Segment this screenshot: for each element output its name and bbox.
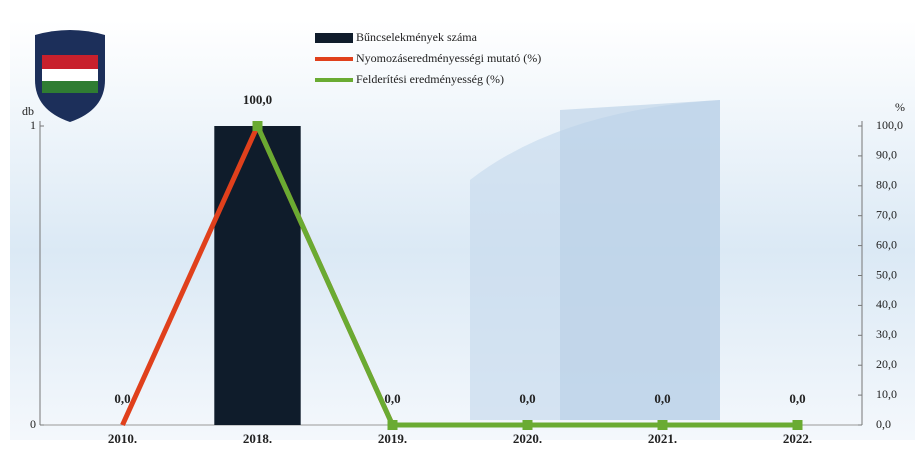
data-label: 0,0 <box>519 391 535 406</box>
x-tick-label: 2010. <box>108 431 137 446</box>
x-tick-label: 2019. <box>378 431 407 446</box>
y-tick-label: 1 <box>30 118 36 132</box>
data-label: 0,0 <box>654 391 670 406</box>
data-label: 0,0 <box>384 391 400 406</box>
x-tick-label: 2021. <box>648 431 677 446</box>
legend-label: Felderítési eredményesség (%) <box>356 72 504 86</box>
line-marker <box>793 420 803 430</box>
y2-tick-label: 80,0 <box>876 178 897 192</box>
y2-axis-label: % <box>895 100 905 114</box>
y2-tick-label: 30,0 <box>876 327 897 341</box>
legend-label: Nyomozáseredményességi mutató (%) <box>356 51 541 65</box>
y2-tick-label: 90,0 <box>876 148 897 162</box>
x-tick-label: 2018. <box>243 431 272 446</box>
y2-tick-label: 20,0 <box>876 357 897 371</box>
x-tick-label: 2020. <box>513 431 542 446</box>
y2-tick-label: 50,0 <box>876 267 897 281</box>
line-marker <box>253 121 263 131</box>
bar <box>214 126 300 425</box>
line-marker <box>658 420 668 430</box>
data-label: 0,0 <box>114 391 130 406</box>
y2-tick-label: 70,0 <box>876 207 897 221</box>
chart: Bűncselekmények száma Nyomozáseredményess… <box>0 0 917 469</box>
y2-tick-label: 0,0 <box>876 417 891 431</box>
line-marker <box>388 420 398 430</box>
x-tick-label: 2022. <box>783 431 812 446</box>
y2-tick-label: 60,0 <box>876 237 897 251</box>
legend-swatch <box>315 33 353 43</box>
y2-tick-label: 10,0 <box>876 387 897 401</box>
line-marker <box>523 420 533 430</box>
legend-label: Bűncselekmények száma <box>356 30 478 44</box>
y-axis-label: db <box>22 104 34 118</box>
y2-tick-label: 100,0 <box>876 118 903 132</box>
y-tick-label: 0 <box>30 417 36 431</box>
building <box>560 100 720 420</box>
data-label: 100,0 <box>243 92 272 107</box>
y2-tick-label: 40,0 <box>876 297 897 311</box>
data-label: 0,0 <box>789 391 805 406</box>
